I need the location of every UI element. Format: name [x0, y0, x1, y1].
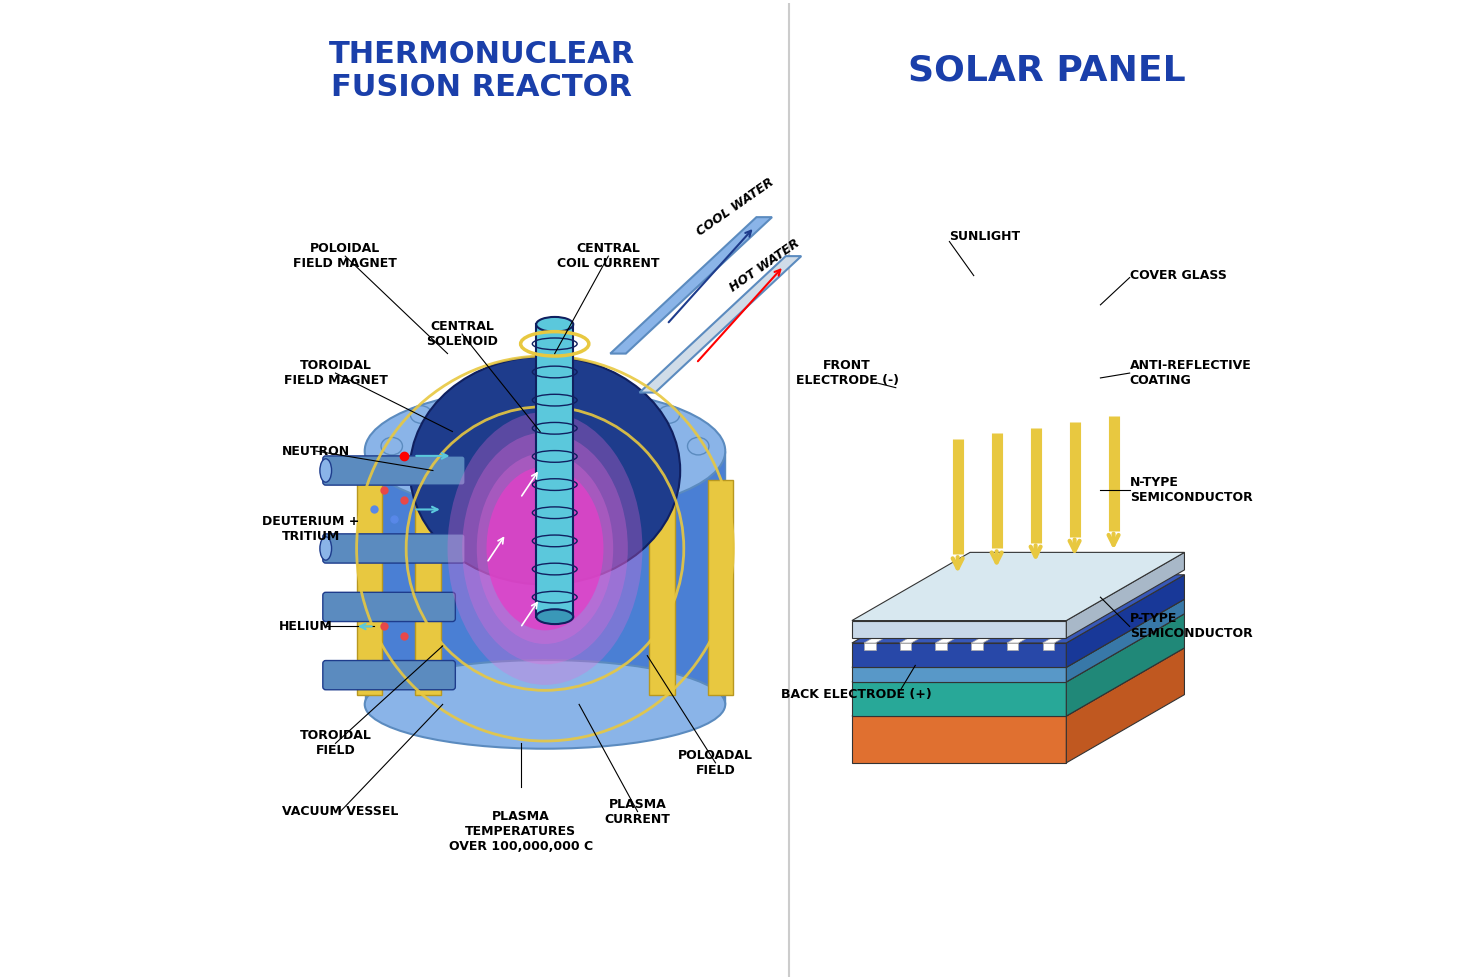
Polygon shape: [972, 575, 1101, 643]
Polygon shape: [864, 575, 994, 643]
Text: TOROIDAL
FIELD MAGNET: TOROIDAL FIELD MAGNET: [284, 359, 388, 387]
Polygon shape: [853, 643, 1066, 667]
Polygon shape: [610, 218, 772, 354]
Ellipse shape: [365, 661, 725, 749]
Polygon shape: [1066, 575, 1185, 667]
Ellipse shape: [487, 489, 509, 506]
Ellipse shape: [320, 537, 332, 561]
Polygon shape: [935, 643, 947, 651]
Text: PLASMA
TEMPERATURES
OVER 100,000,000 C: PLASMA TEMPERATURES OVER 100,000,000 C: [448, 809, 592, 853]
Polygon shape: [1066, 553, 1185, 638]
Polygon shape: [900, 643, 911, 651]
Text: DEUTERIUM +
TRITIUM: DEUTERIUM + TRITIUM: [263, 514, 360, 543]
Text: FRONT
ELECTRODE (-): FRONT ELECTRODE (-): [795, 359, 898, 387]
Polygon shape: [853, 716, 1066, 762]
FancyBboxPatch shape: [365, 451, 725, 705]
Polygon shape: [864, 643, 876, 651]
Polygon shape: [853, 575, 1185, 643]
Polygon shape: [853, 613, 1185, 682]
Ellipse shape: [487, 386, 509, 404]
Text: CENTRAL
COIL CURRENT: CENTRAL COIL CURRENT: [557, 242, 660, 270]
Text: SUNLIGHT: SUNLIGHT: [950, 230, 1020, 243]
Ellipse shape: [410, 357, 681, 584]
FancyBboxPatch shape: [650, 480, 675, 695]
Polygon shape: [1007, 643, 1019, 651]
Text: P-TYPE
SEMICONDUCTOR: P-TYPE SEMICONDUCTOR: [1129, 612, 1252, 640]
Ellipse shape: [381, 437, 403, 455]
Ellipse shape: [462, 432, 628, 664]
Polygon shape: [1066, 648, 1185, 762]
Polygon shape: [1042, 575, 1173, 643]
Text: SOLAR PANEL: SOLAR PANEL: [908, 54, 1186, 88]
Polygon shape: [1066, 613, 1185, 716]
Polygon shape: [853, 667, 1066, 682]
Ellipse shape: [688, 437, 709, 455]
Polygon shape: [853, 620, 1066, 638]
Text: BACK ELECTRODE (+): BACK ELECTRODE (+): [782, 688, 932, 701]
Text: PLASMA
CURRENT: PLASMA CURRENT: [604, 798, 670, 825]
Polygon shape: [1066, 599, 1185, 682]
Text: N-TYPE
SEMICONDUCTOR: N-TYPE SEMICONDUCTOR: [1129, 476, 1252, 504]
FancyBboxPatch shape: [323, 534, 465, 563]
Polygon shape: [1007, 575, 1136, 643]
FancyBboxPatch shape: [323, 456, 465, 485]
Polygon shape: [972, 643, 983, 651]
Ellipse shape: [476, 453, 613, 644]
Ellipse shape: [487, 466, 604, 630]
Text: COOL WATER: COOL WATER: [694, 176, 776, 239]
Polygon shape: [853, 682, 1066, 716]
Ellipse shape: [537, 317, 573, 332]
Text: ANTI-REFLECTIVE
COATING: ANTI-REFLECTIVE COATING: [1129, 359, 1251, 387]
Polygon shape: [853, 648, 1185, 716]
Ellipse shape: [365, 388, 725, 514]
Ellipse shape: [582, 489, 603, 506]
Polygon shape: [853, 599, 1185, 667]
Text: NEUTRON: NEUTRON: [282, 445, 350, 458]
Polygon shape: [900, 575, 1029, 643]
Ellipse shape: [659, 406, 679, 423]
Text: CENTRAL
SOLENOID: CENTRAL SOLENOID: [426, 320, 498, 348]
FancyBboxPatch shape: [707, 480, 734, 695]
Text: TOROIDAL
FIELD: TOROIDAL FIELD: [300, 729, 372, 758]
Text: HOT WATER: HOT WATER: [726, 237, 801, 295]
FancyBboxPatch shape: [537, 324, 573, 616]
Ellipse shape: [320, 459, 332, 482]
FancyBboxPatch shape: [323, 592, 456, 621]
Text: POLOIDAL
FIELD MAGNET: POLOIDAL FIELD MAGNET: [294, 242, 397, 270]
Text: VACUUM VESSEL: VACUUM VESSEL: [282, 805, 398, 818]
Text: COVER GLASS: COVER GLASS: [1129, 270, 1226, 282]
FancyBboxPatch shape: [416, 480, 441, 695]
Polygon shape: [639, 256, 801, 393]
Ellipse shape: [659, 469, 679, 486]
FancyBboxPatch shape: [357, 480, 382, 695]
Text: POLOADAL
FIELD: POLOADAL FIELD: [678, 749, 753, 777]
Ellipse shape: [447, 412, 642, 685]
Polygon shape: [935, 575, 1066, 643]
FancyBboxPatch shape: [323, 661, 456, 690]
Polygon shape: [1042, 643, 1054, 651]
Text: HELIUM: HELIUM: [279, 620, 334, 633]
Text: THERMONUCLEAR
FUSION REACTOR: THERMONUCLEAR FUSION REACTOR: [328, 39, 635, 102]
Ellipse shape: [410, 469, 432, 486]
Ellipse shape: [582, 386, 603, 404]
Polygon shape: [853, 553, 1185, 620]
Ellipse shape: [410, 406, 432, 423]
Ellipse shape: [537, 610, 573, 624]
